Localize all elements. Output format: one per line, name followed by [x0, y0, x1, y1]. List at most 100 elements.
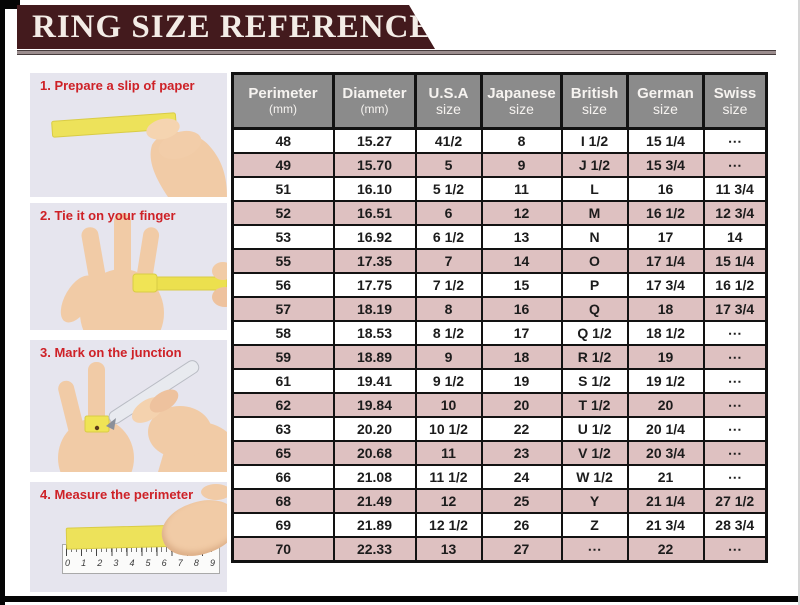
- table-cell: N: [560, 224, 629, 250]
- table-cell: 15.70: [332, 152, 417, 178]
- table-cell: 20.20: [332, 416, 417, 442]
- table-cell: L: [560, 176, 629, 202]
- table-cell: 11 1/2: [414, 464, 483, 490]
- title-underline-rule: [17, 50, 776, 55]
- table-cell: 11: [480, 176, 563, 202]
- table-cell: ⋯: [702, 536, 768, 563]
- table-cell: 69: [231, 512, 335, 538]
- table-cell: 19 1/2: [626, 368, 705, 394]
- table-cell: 9 1/2: [414, 368, 483, 394]
- table-cell: 41/2: [414, 127, 483, 154]
- table-cell: 11 3/4: [702, 176, 768, 202]
- table-cell: 12 3/4: [702, 200, 768, 226]
- table-cell: 16 1/2: [702, 272, 768, 298]
- table-cell: 17.35: [332, 248, 417, 274]
- table-cell: P: [560, 272, 629, 298]
- table-cell: 18.89: [332, 344, 417, 370]
- table-cell: 26: [480, 512, 563, 538]
- table-cell: ⋯: [702, 440, 768, 466]
- table-row: 70 22.33 13 27 ⋯ 22 ⋯: [231, 536, 768, 563]
- table-cell: 16.92: [332, 224, 417, 250]
- fingertip: [201, 484, 227, 500]
- ruler-number: 7: [177, 558, 183, 568]
- table-cell: I 1/2: [560, 127, 629, 154]
- table-cell: 12 1/2: [414, 512, 483, 538]
- table-cell: 18: [626, 296, 705, 322]
- table-cell: U 1/2: [560, 416, 629, 442]
- table-cell: R 1/2: [560, 344, 629, 370]
- table-cell: 24: [480, 464, 563, 490]
- table-cell: 21.49: [332, 488, 417, 514]
- table-cell: Y: [560, 488, 629, 514]
- table-cell: 15 1/4: [702, 248, 768, 274]
- step-3-mark-junction: 3. Mark on the junction: [30, 340, 227, 472]
- frame-left-border: [0, 0, 5, 605]
- table-cell: 12: [414, 488, 483, 514]
- table-cell: 15.27: [332, 127, 417, 154]
- table-cell: 7: [414, 248, 483, 274]
- table-row: 65 20.68 11 23 V 1/2 20 3/4 ⋯: [231, 440, 768, 466]
- table-cell: 19.41: [332, 368, 417, 394]
- table-cell: 55: [231, 248, 335, 274]
- table-cell: ⋯: [702, 368, 768, 394]
- frame-top-left-corner: [0, 0, 20, 9]
- table-row: 55 17.35 7 14 O 17 1/4 15 1/4: [231, 248, 768, 274]
- table-cell: 59: [231, 344, 335, 370]
- table-cell: 27: [480, 536, 563, 563]
- table-cell: 10: [414, 392, 483, 418]
- ruler-number: 4: [129, 558, 135, 568]
- table-cell: 18 1/2: [626, 320, 705, 346]
- table-cell: 5 1/2: [414, 176, 483, 202]
- ruler-number: 2: [97, 558, 103, 568]
- step-2-caption: 2. Tie it on your finger: [40, 208, 176, 223]
- table-cell: 48: [231, 127, 335, 154]
- table-cell: 19: [626, 344, 705, 370]
- table-cell: 62: [231, 392, 335, 418]
- table-cell: 8 1/2: [414, 320, 483, 346]
- step-1-prepare-paper: 1. Prepare a slip of paper: [30, 73, 227, 197]
- table-cell: 66: [231, 464, 335, 490]
- table-cell: 13: [480, 224, 563, 250]
- table-row: 49 15.70 5 9 J 1/2 15 3/4 ⋯: [231, 152, 768, 178]
- table-cell: ⋯: [702, 320, 768, 346]
- table-row: 63 20.20 10 1/2 22 U 1/2 20 1/4 ⋯: [231, 416, 768, 442]
- table-cell: 6: [414, 200, 483, 226]
- table-row: 69 21.89 12 1/2 26 Z 21 3/4 28 3/4: [231, 512, 768, 538]
- table-cell: 17 1/4: [626, 248, 705, 274]
- table-cell: 9: [480, 152, 563, 178]
- table-cell: 15: [480, 272, 563, 298]
- table-cell: 14: [480, 248, 563, 274]
- column-header: Swiss size: [702, 72, 768, 130]
- table-cell: 65: [231, 440, 335, 466]
- table-cell: 70: [231, 536, 335, 563]
- table-cell: 20: [480, 392, 563, 418]
- table-cell: 14: [702, 224, 768, 250]
- table-cell: 17 3/4: [626, 272, 705, 298]
- table-cell: 16: [626, 176, 705, 202]
- table-cell: 63: [231, 416, 335, 442]
- step-1-caption: 1. Prepare a slip of paper: [40, 78, 195, 93]
- table-cell: 5: [414, 152, 483, 178]
- frame-bottom-border: [0, 596, 800, 602]
- table-cell: Q 1/2: [560, 320, 629, 346]
- table-cell: 18.53: [332, 320, 417, 346]
- table-cell: 20 1/4: [626, 416, 705, 442]
- table-cell: 58: [231, 320, 335, 346]
- table-cell: 17.75: [332, 272, 417, 298]
- table-cell: W 1/2: [560, 464, 629, 490]
- marking-with-pen-illustration: [58, 360, 227, 472]
- page-title: RING SIZE REFERENCE: [32, 8, 433, 45]
- open-hand-with-paper-illustration: [60, 213, 227, 330]
- table-cell: 51: [231, 176, 335, 202]
- table-row: 48 15.27 41/2 8 I 1/2 15 1/4 ⋯: [231, 127, 768, 154]
- table-cell: 22: [626, 536, 705, 563]
- table-cell: J 1/2: [560, 152, 629, 178]
- ruler-big-ticks: [66, 545, 216, 556]
- ring-size-table: Perimeter (mm) Diameter (mm) U.S.A size Japane…: [231, 72, 768, 563]
- table-cell: 19.84: [332, 392, 417, 418]
- ruler-number: 0: [65, 558, 71, 568]
- table-cell: 17: [480, 320, 563, 346]
- table-cell: Z: [560, 512, 629, 538]
- column-header: Diameter (mm): [332, 72, 417, 130]
